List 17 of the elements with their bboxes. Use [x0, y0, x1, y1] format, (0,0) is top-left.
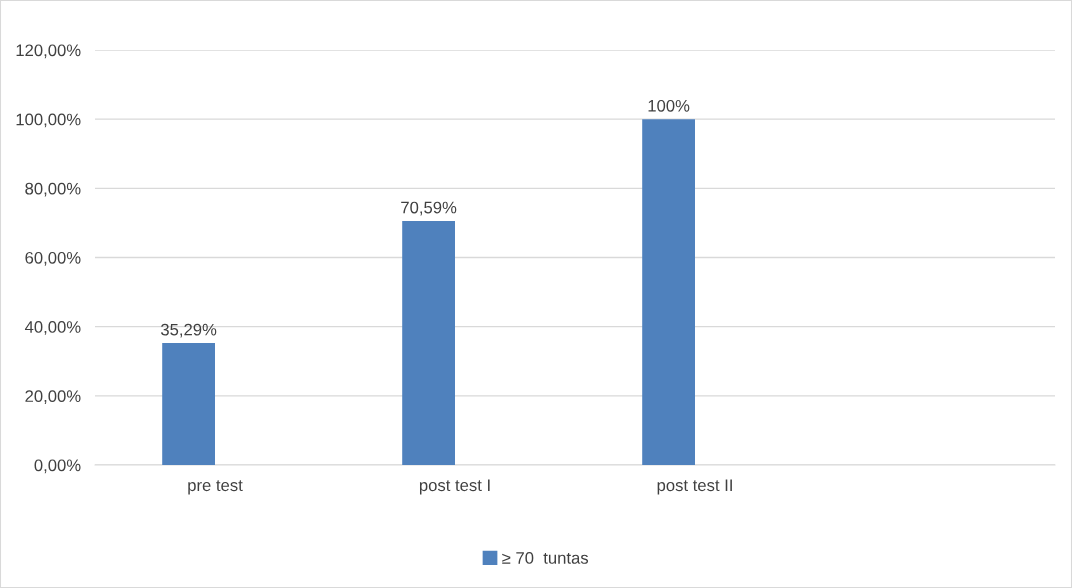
data-label: 100%: [648, 99, 690, 112]
bar: [162, 342, 215, 465]
x-tick-label: post test II: [657, 479, 732, 495]
x-tick-label: pre test: [188, 480, 243, 495]
bar: [402, 220, 455, 465]
bar: [642, 119, 695, 465]
data-label: 70,59%: [401, 201, 457, 216]
y-tick-label: 40,00%: [24, 321, 81, 335]
y-tick-label: 100,00%: [16, 113, 81, 128]
y-tick-label: 80,00%: [25, 182, 81, 197]
x-tick-label: post test I: [419, 479, 490, 495]
y-tick-label: 0,00%: [34, 459, 81, 474]
data-label: 35,29%: [160, 323, 217, 338]
y-tick-label: 20,00%: [25, 390, 81, 405]
y-tick-label: 120,00%: [16, 44, 81, 59]
legend-label: ≥ 70 tuntas: [502, 552, 589, 564]
y-tick-label: 60,00%: [25, 251, 81, 266]
